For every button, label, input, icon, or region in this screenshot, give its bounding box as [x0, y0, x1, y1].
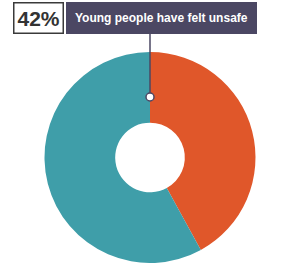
svg-text:42%: 42% [18, 7, 60, 30]
svg-text:Young people have felt unsafe: Young people have felt unsafe [75, 11, 248, 25]
